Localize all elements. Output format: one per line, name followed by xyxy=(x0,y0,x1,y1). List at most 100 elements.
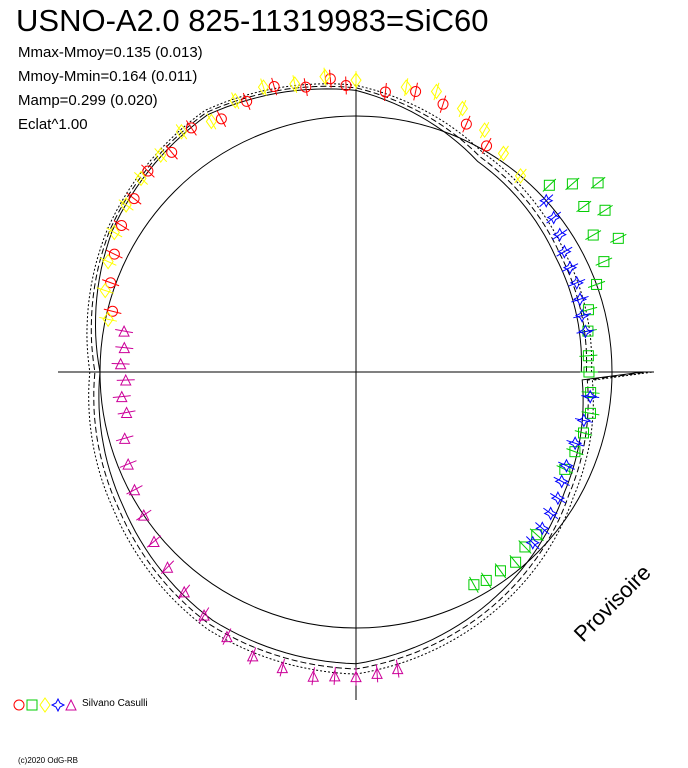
legend-symbol-diamond xyxy=(39,697,51,713)
error-bar xyxy=(383,82,387,101)
data-point xyxy=(122,457,134,470)
error-bar xyxy=(546,211,562,224)
data-point xyxy=(328,669,341,682)
data-point xyxy=(557,244,572,259)
error-bar xyxy=(216,110,227,128)
error-bar xyxy=(165,145,178,160)
error-bar xyxy=(206,113,217,130)
data-point xyxy=(215,113,227,125)
legend-symbol-star xyxy=(50,697,66,713)
data-point xyxy=(148,535,160,547)
data-point xyxy=(115,390,128,403)
data-point xyxy=(307,670,320,682)
data-point xyxy=(155,147,167,163)
error-bar xyxy=(579,354,598,357)
crosshair-axes xyxy=(58,78,654,700)
error-bar xyxy=(311,667,315,686)
error-bar xyxy=(556,246,573,257)
data-point xyxy=(241,95,253,107)
error-bar xyxy=(185,120,197,136)
data-point xyxy=(568,436,583,451)
stat-eclat: Eclat^1.00 xyxy=(18,116,88,133)
error-bar xyxy=(242,92,251,110)
data-point xyxy=(410,86,422,98)
data-point xyxy=(519,541,531,553)
data-point xyxy=(430,83,443,100)
data-point xyxy=(480,574,492,586)
data-point xyxy=(114,357,127,370)
error-bar xyxy=(375,664,379,683)
data-point xyxy=(562,260,578,275)
error-bar xyxy=(279,658,285,677)
data-point xyxy=(118,341,131,354)
error-bar xyxy=(518,540,532,554)
data-point xyxy=(175,123,188,140)
legend-symbol-circle xyxy=(13,699,25,711)
data-point xyxy=(120,197,132,213)
data-point xyxy=(116,219,128,231)
error-bar xyxy=(103,308,122,314)
error-bar xyxy=(413,82,418,101)
error-bar xyxy=(469,576,479,593)
data-point xyxy=(585,387,597,399)
data-point xyxy=(598,256,610,268)
data-point xyxy=(400,79,412,95)
error-bar xyxy=(329,69,332,88)
series-diamond xyxy=(96,67,527,328)
error-bar xyxy=(525,536,540,550)
data-point xyxy=(107,305,119,317)
data-point xyxy=(539,193,554,208)
legend-symbols xyxy=(13,697,77,713)
chart-title: USNO-A2.0 825-11319983=SiC60 xyxy=(16,3,489,38)
error-bar xyxy=(481,137,492,154)
error-bar xyxy=(433,82,440,101)
error-bar xyxy=(535,522,550,535)
data-point xyxy=(118,432,131,444)
data-points xyxy=(96,67,627,686)
error-bar xyxy=(271,77,278,96)
data-point xyxy=(142,165,154,177)
data-point xyxy=(391,662,404,675)
error-bar xyxy=(99,316,118,322)
data-point xyxy=(257,79,270,95)
error-bar xyxy=(134,172,149,185)
data-point xyxy=(161,561,174,573)
data-point xyxy=(108,224,120,241)
data-point xyxy=(198,609,210,621)
series-triangle xyxy=(111,324,404,686)
error-bar xyxy=(136,509,152,521)
error-bar xyxy=(113,220,130,231)
data-point xyxy=(289,76,301,92)
fitted-curve-dotted xyxy=(86,83,654,675)
data-point xyxy=(599,204,611,216)
data-point xyxy=(546,210,561,225)
error-bar xyxy=(574,430,593,436)
data-point xyxy=(300,81,312,93)
error-bar xyxy=(439,95,447,113)
error-bar xyxy=(345,76,347,95)
error-bar xyxy=(498,145,509,162)
error-bar xyxy=(462,115,471,133)
error-bar xyxy=(529,528,544,542)
data-point xyxy=(246,649,259,662)
error-bar xyxy=(539,194,554,208)
stat-mamp: Mamp=0.299 (0.020) xyxy=(18,92,158,109)
error-bar xyxy=(553,476,570,487)
data-point xyxy=(497,145,510,162)
data-point xyxy=(120,406,133,418)
error-bar xyxy=(175,124,188,140)
data-point xyxy=(510,556,522,568)
data-point xyxy=(531,529,543,541)
error-bar xyxy=(552,229,568,241)
data-point xyxy=(591,278,603,290)
error-bar xyxy=(126,485,143,495)
error-bar xyxy=(141,164,155,178)
data-point xyxy=(584,407,596,419)
data-point xyxy=(340,79,352,91)
error-bar xyxy=(260,78,267,96)
data-point xyxy=(574,308,590,323)
error-bar xyxy=(542,178,557,192)
fitted-curve-dashed xyxy=(90,85,648,670)
series-square xyxy=(468,176,627,593)
